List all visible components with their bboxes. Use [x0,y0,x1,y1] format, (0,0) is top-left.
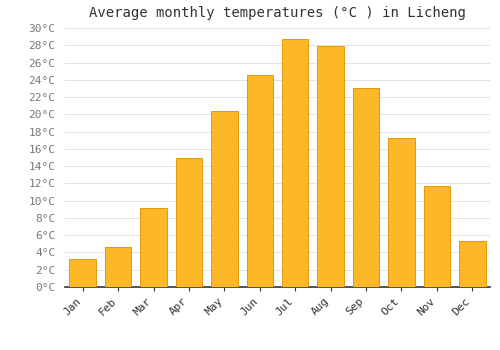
Bar [140,208,167,287]
Bar [353,88,380,287]
Bar [211,111,238,287]
Bar [388,138,414,287]
Bar [176,158,202,287]
Bar [424,186,450,287]
Bar [459,241,485,287]
Bar [282,39,308,287]
Bar [246,75,273,287]
Bar [318,46,344,287]
Title: Average monthly temperatures (°C ) in Licheng: Average monthly temperatures (°C ) in Li… [89,6,466,20]
Bar [70,259,96,287]
Bar [105,247,132,287]
